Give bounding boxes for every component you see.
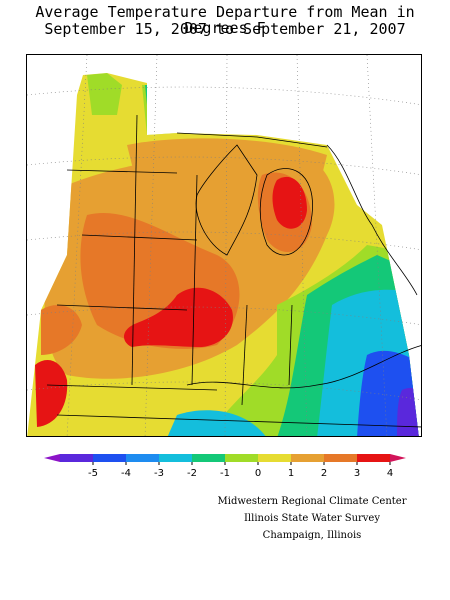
legend-tick-label: -1: [220, 468, 230, 479]
green-north-tip: [87, 73, 122, 115]
legend-tick-label: 2: [321, 468, 327, 479]
dark-orange-west: [41, 305, 82, 355]
state-boundaries: [46, 114, 421, 428]
legend-swatch: [192, 454, 226, 462]
credit-line-1: Midwestern Regional Climate Center: [217, 496, 407, 507]
credit-line-2: Illinois State Water Survey: [243, 513, 380, 524]
legend-tick-label: 4: [387, 468, 393, 479]
teal-upper-pocket: [145, 85, 162, 105]
legend-arrow-right: [390, 454, 406, 462]
cyan-southwest: [167, 410, 267, 436]
color-legend: -5-4-3-2-1012345: [44, 454, 406, 479]
temperature-departure-map: [26, 54, 422, 437]
legend-tick-label: -3: [154, 468, 164, 479]
red-michigan: [272, 176, 307, 229]
red-southwest: [35, 360, 68, 427]
legend-swatch: [159, 454, 193, 462]
legend-swatch: [225, 454, 259, 462]
map-date-range: September 15, 2007 to September 21, 2007: [44, 20, 406, 38]
temperature-field: [27, 73, 419, 436]
legend-tick-label: -2: [187, 468, 197, 479]
red-illinois: [123, 287, 233, 347]
legend-swatch: [357, 454, 391, 462]
legend-swatch: [258, 454, 292, 462]
credit-line-3: Champaign, Illinois: [262, 530, 362, 541]
legend-tick-label: -4: [121, 468, 131, 479]
legend-tick-label: -5: [88, 468, 98, 479]
legend-swatch: [126, 454, 160, 462]
legend-tick-label: 1: [288, 468, 294, 479]
legend-swatch: [291, 454, 325, 462]
legend-swatch: [93, 454, 127, 462]
legend-swatch: [60, 454, 94, 462]
legend-swatch: [324, 454, 358, 462]
map-title: Average Temperature Departure from Mean …: [35, 3, 415, 37]
legend-tick-label: 3: [354, 468, 360, 479]
legend-arrow-left: [44, 454, 60, 462]
legend-tick-label: 0: [255, 468, 261, 479]
green-upper-pocket: [142, 85, 177, 135]
purple-southeast: [397, 388, 419, 436]
